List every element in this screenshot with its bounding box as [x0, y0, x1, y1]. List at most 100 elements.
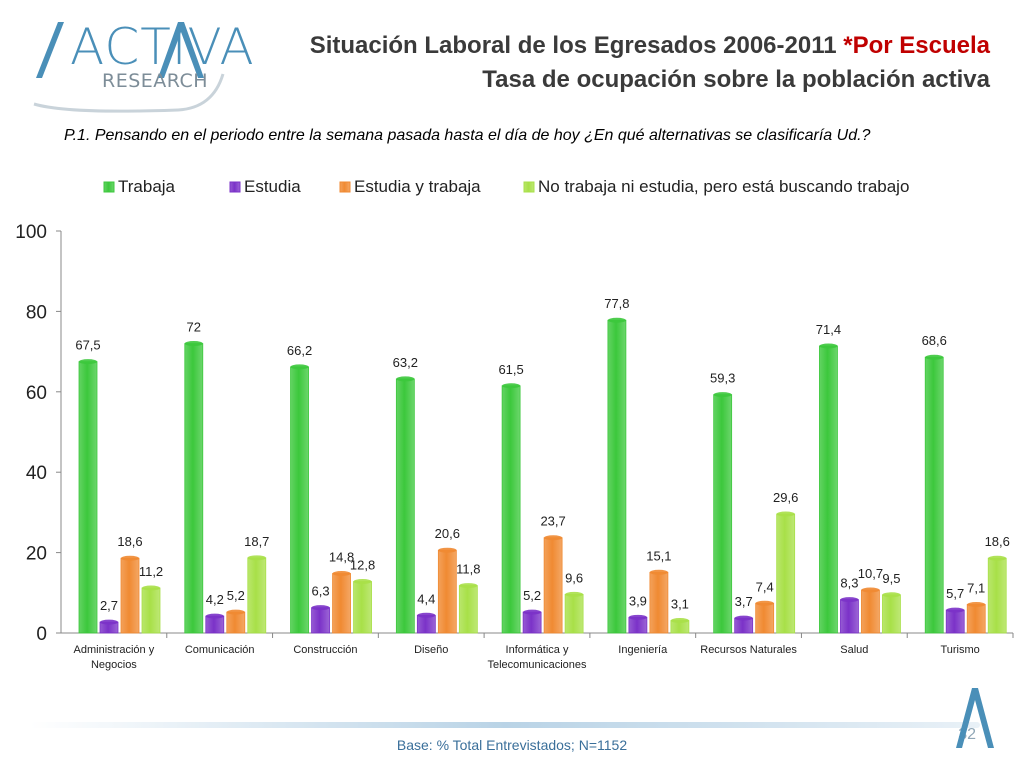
- legend-swatch: [523, 181, 535, 193]
- bar: [416, 614, 436, 634]
- bar-cap: [417, 612, 436, 618]
- bar: [945, 609, 965, 634]
- bar: [522, 611, 542, 634]
- bar: [205, 615, 225, 634]
- data-label: 66,2: [287, 343, 312, 358]
- category-label: Telecomunicaciones: [487, 659, 587, 671]
- bar-cap: [776, 511, 795, 517]
- y-tick-label: 100: [15, 222, 47, 243]
- bar-cap: [396, 376, 415, 382]
- logo-word: ACTIVA: [70, 18, 255, 76]
- data-label: 8,3: [840, 576, 858, 591]
- legend-label: No trabaja ni estudia, pero está buscand…: [538, 177, 909, 196]
- bar: [501, 385, 521, 634]
- bar-cap: [988, 555, 1007, 561]
- data-label: 4,4: [417, 591, 435, 606]
- data-label: 71,4: [816, 322, 841, 337]
- bar-cap: [713, 392, 732, 398]
- bar-cap: [79, 359, 97, 365]
- legend-label: Trabaja: [118, 177, 176, 196]
- bar-cap: [100, 619, 118, 625]
- data-label: 29,6: [773, 490, 798, 505]
- bar: [987, 557, 1007, 634]
- bar: [395, 378, 415, 634]
- data-label: 5,2: [227, 588, 245, 603]
- legend-swatch: [339, 181, 351, 193]
- bar: [819, 345, 838, 634]
- bar-cap: [607, 317, 626, 323]
- logo-subtitle: RESEARCH: [102, 70, 209, 92]
- bar: [924, 356, 944, 634]
- category-label: Salud: [840, 644, 868, 656]
- bar-cap: [670, 618, 689, 624]
- data-label: 4,2: [206, 592, 224, 607]
- bar-cap: [438, 547, 457, 553]
- data-label: 68,6: [922, 333, 947, 348]
- data-label: 18,6: [117, 534, 142, 549]
- bar: [713, 394, 733, 634]
- bar: [141, 587, 161, 634]
- bar-cap: [121, 555, 139, 561]
- logo-swoosh-icon: [33, 22, 225, 113]
- bar: [607, 319, 627, 634]
- bar-chart-svg: Trabaja Estudia Estudia y trabaja No trabaj…: [15, 177, 1014, 671]
- bar-cap: [840, 597, 859, 603]
- data-label: 77,8: [604, 296, 629, 311]
- category-label: Negocios: [91, 659, 137, 671]
- data-label: 7,4: [756, 579, 774, 594]
- bar-cap: [226, 609, 245, 615]
- footer-divider: [30, 722, 980, 728]
- data-label: 20,6: [435, 526, 460, 541]
- legend-label: Estudia: [244, 177, 301, 196]
- survey-question: P.1. Pensando en el periodo entre la sem…: [64, 127, 871, 144]
- data-label: 11,8: [456, 562, 480, 577]
- category-label: Diseño: [414, 644, 448, 656]
- y-tick-label: 60: [26, 383, 47, 404]
- bar: [437, 549, 457, 634]
- bar-cap: [734, 615, 753, 621]
- page-title: Situación Laboral de los Egresados 2006-…: [310, 32, 990, 60]
- bar-cap: [353, 579, 372, 585]
- y-tick-label: 40: [26, 463, 47, 484]
- bar-cap: [861, 587, 880, 593]
- data-label: 5,7: [946, 586, 964, 601]
- activa-research-logo: ACTIVA RESEARCH: [28, 14, 254, 114]
- data-label: 9,5: [882, 571, 900, 586]
- data-label: 7,1: [967, 580, 985, 595]
- category-label: Administración y: [74, 644, 155, 656]
- bar-cap: [523, 609, 542, 615]
- bar: [290, 366, 309, 634]
- bar-cap: [925, 354, 944, 360]
- bar: [226, 611, 246, 634]
- y-tick-label: 80: [26, 302, 47, 323]
- footer-base-note: Base: % Total Entrevistados; N=1152: [396, 737, 628, 753]
- data-label: 18,6: [985, 534, 1010, 549]
- data-label: 2,7: [100, 598, 118, 613]
- bar-cap: [819, 343, 838, 349]
- data-label: 59,3: [710, 371, 735, 386]
- data-label: 11,2: [139, 564, 163, 579]
- bar-cap: [565, 591, 584, 597]
- bar: [353, 581, 372, 634]
- bar: [776, 513, 796, 634]
- bar-cap: [649, 569, 668, 575]
- data-label: 3,7: [735, 594, 753, 609]
- category-label: Construcción: [293, 644, 357, 656]
- bar: [755, 602, 775, 634]
- bar-cap: [311, 605, 330, 611]
- bar: [966, 604, 986, 634]
- bar-cap: [882, 592, 901, 598]
- bar: [458, 585, 478, 634]
- bar-cap: [755, 600, 774, 606]
- bar: [120, 557, 140, 634]
- data-label: 61,5: [498, 362, 523, 377]
- page-title-main: Situación Laboral de los Egresados 2006-…: [309, 32, 844, 59]
- legend-label: Estudia y trabaja: [354, 177, 481, 196]
- data-label: 63,2: [393, 355, 418, 370]
- bar: [840, 599, 859, 634]
- bar: [564, 594, 584, 634]
- bar-cap: [290, 364, 309, 370]
- bar-cap: [967, 601, 986, 607]
- bar-cap: [142, 585, 160, 591]
- category-label: Turismo: [940, 644, 979, 656]
